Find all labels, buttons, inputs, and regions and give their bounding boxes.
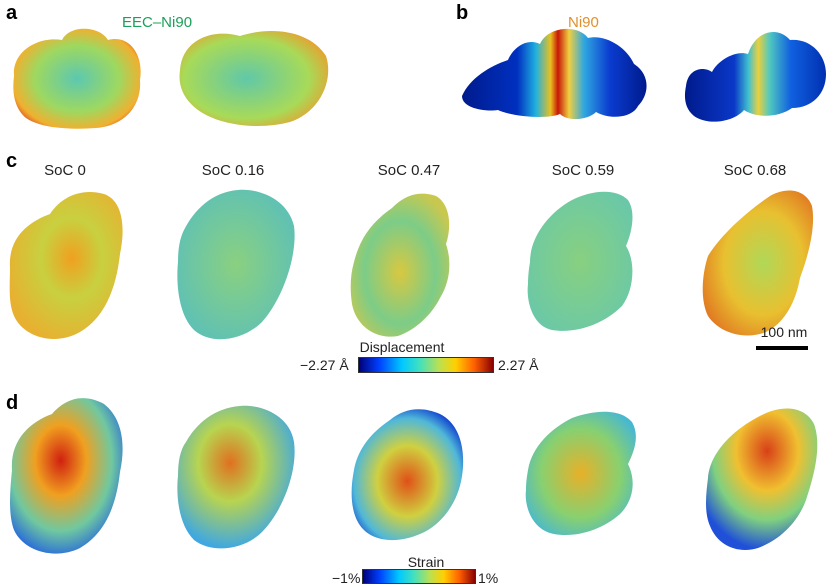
particle-c-soc-0 xyxy=(9,192,123,339)
strain-colorbar-min: −1% xyxy=(332,570,361,586)
particle-ni90-view-2 xyxy=(684,31,826,122)
sample-label-eec-ni90: EEC–Ni90 xyxy=(122,14,193,31)
sample-label-ni90: Ni90 xyxy=(568,14,599,31)
displacement-colorbar-title: Displacement xyxy=(359,339,445,355)
scale-bar-label: 100 nm xyxy=(760,324,808,340)
particle-d-soc-016 xyxy=(177,405,295,549)
scale-bar xyxy=(756,346,808,350)
displacement-colorbar xyxy=(358,357,494,373)
strain-colorbar xyxy=(362,569,476,584)
particle-d-soc-068 xyxy=(706,408,818,550)
particle-c-soc-047 xyxy=(350,193,450,337)
strain-colorbar-max: 1% xyxy=(478,570,499,586)
particle-eec-ni90-view-1 xyxy=(13,28,141,129)
soc-label: SoC 0 xyxy=(44,162,86,179)
soc-label: SoC 0.68 xyxy=(723,162,787,179)
particle-ni90-view-1 xyxy=(462,28,647,120)
soc-label: SoC 0.59 xyxy=(551,162,615,179)
particle-c-soc-068 xyxy=(702,190,814,336)
displacement-colorbar-max: 2.27 Å xyxy=(498,357,539,373)
particle-c-soc-016 xyxy=(177,189,295,340)
particle-d-soc-047 xyxy=(351,409,464,541)
panel-label-a: a xyxy=(6,2,18,24)
soc-label: SoC 0.47 xyxy=(377,162,441,179)
panel-label-b: b xyxy=(456,2,469,24)
particle-d-soc-0 xyxy=(10,398,123,554)
panel-label-c: c xyxy=(6,150,18,172)
displacement-colorbar-min: −2.27 Å xyxy=(300,357,349,373)
panel-label-d: d xyxy=(6,392,19,414)
particle-c-soc-059 xyxy=(527,191,633,331)
particle-d-soc-059 xyxy=(525,411,636,536)
particle-eec-ni90-view-2 xyxy=(179,30,329,126)
strain-colorbar-title: Strain xyxy=(407,554,445,570)
soc-label: SoC 0.16 xyxy=(201,162,265,179)
